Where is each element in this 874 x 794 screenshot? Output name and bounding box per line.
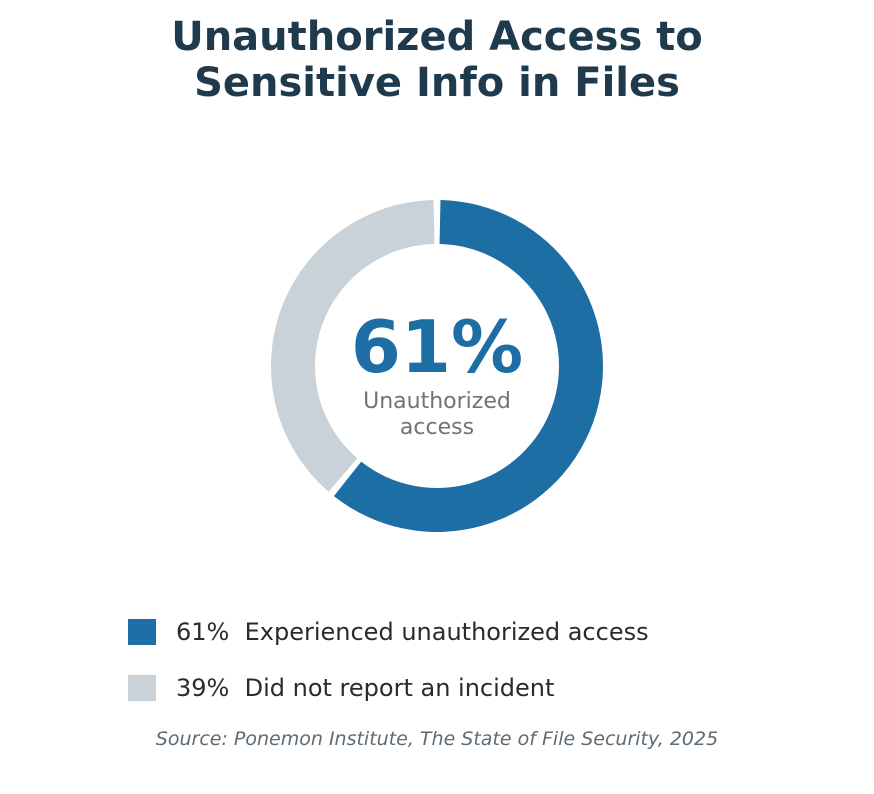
legend-label: Did not report an incident (244, 674, 555, 702)
chart-title-line-1: Unauthorized Access to (171, 14, 703, 60)
donut-slice-2 (270, 200, 435, 492)
legend-swatch (128, 619, 156, 645)
legend: 61% Experienced unauthorized access 39% … (128, 612, 649, 724)
legend-item: 39% Did not report an incident (128, 668, 649, 708)
center-label-line-2: access (400, 415, 474, 440)
center-value: 61% (351, 305, 523, 389)
chart-title: Unauthorized Access to Sensitive Info in… (0, 14, 874, 106)
legend-label: Experienced unauthorized access (244, 618, 649, 646)
center-label-line-1: Unauthorized (363, 389, 511, 414)
donut-slices (270, 200, 603, 532)
legend-value: 39% (176, 674, 230, 702)
legend-value: 61% (176, 618, 230, 646)
donut-slice-1 (333, 200, 603, 532)
chart-title-line-2: Sensitive Info in Files (194, 60, 680, 106)
source-note: Source: Ponemon Institute, The State of … (155, 728, 719, 750)
legend-swatch (128, 675, 156, 701)
legend-item: 61% Experienced unauthorized access (128, 612, 649, 652)
